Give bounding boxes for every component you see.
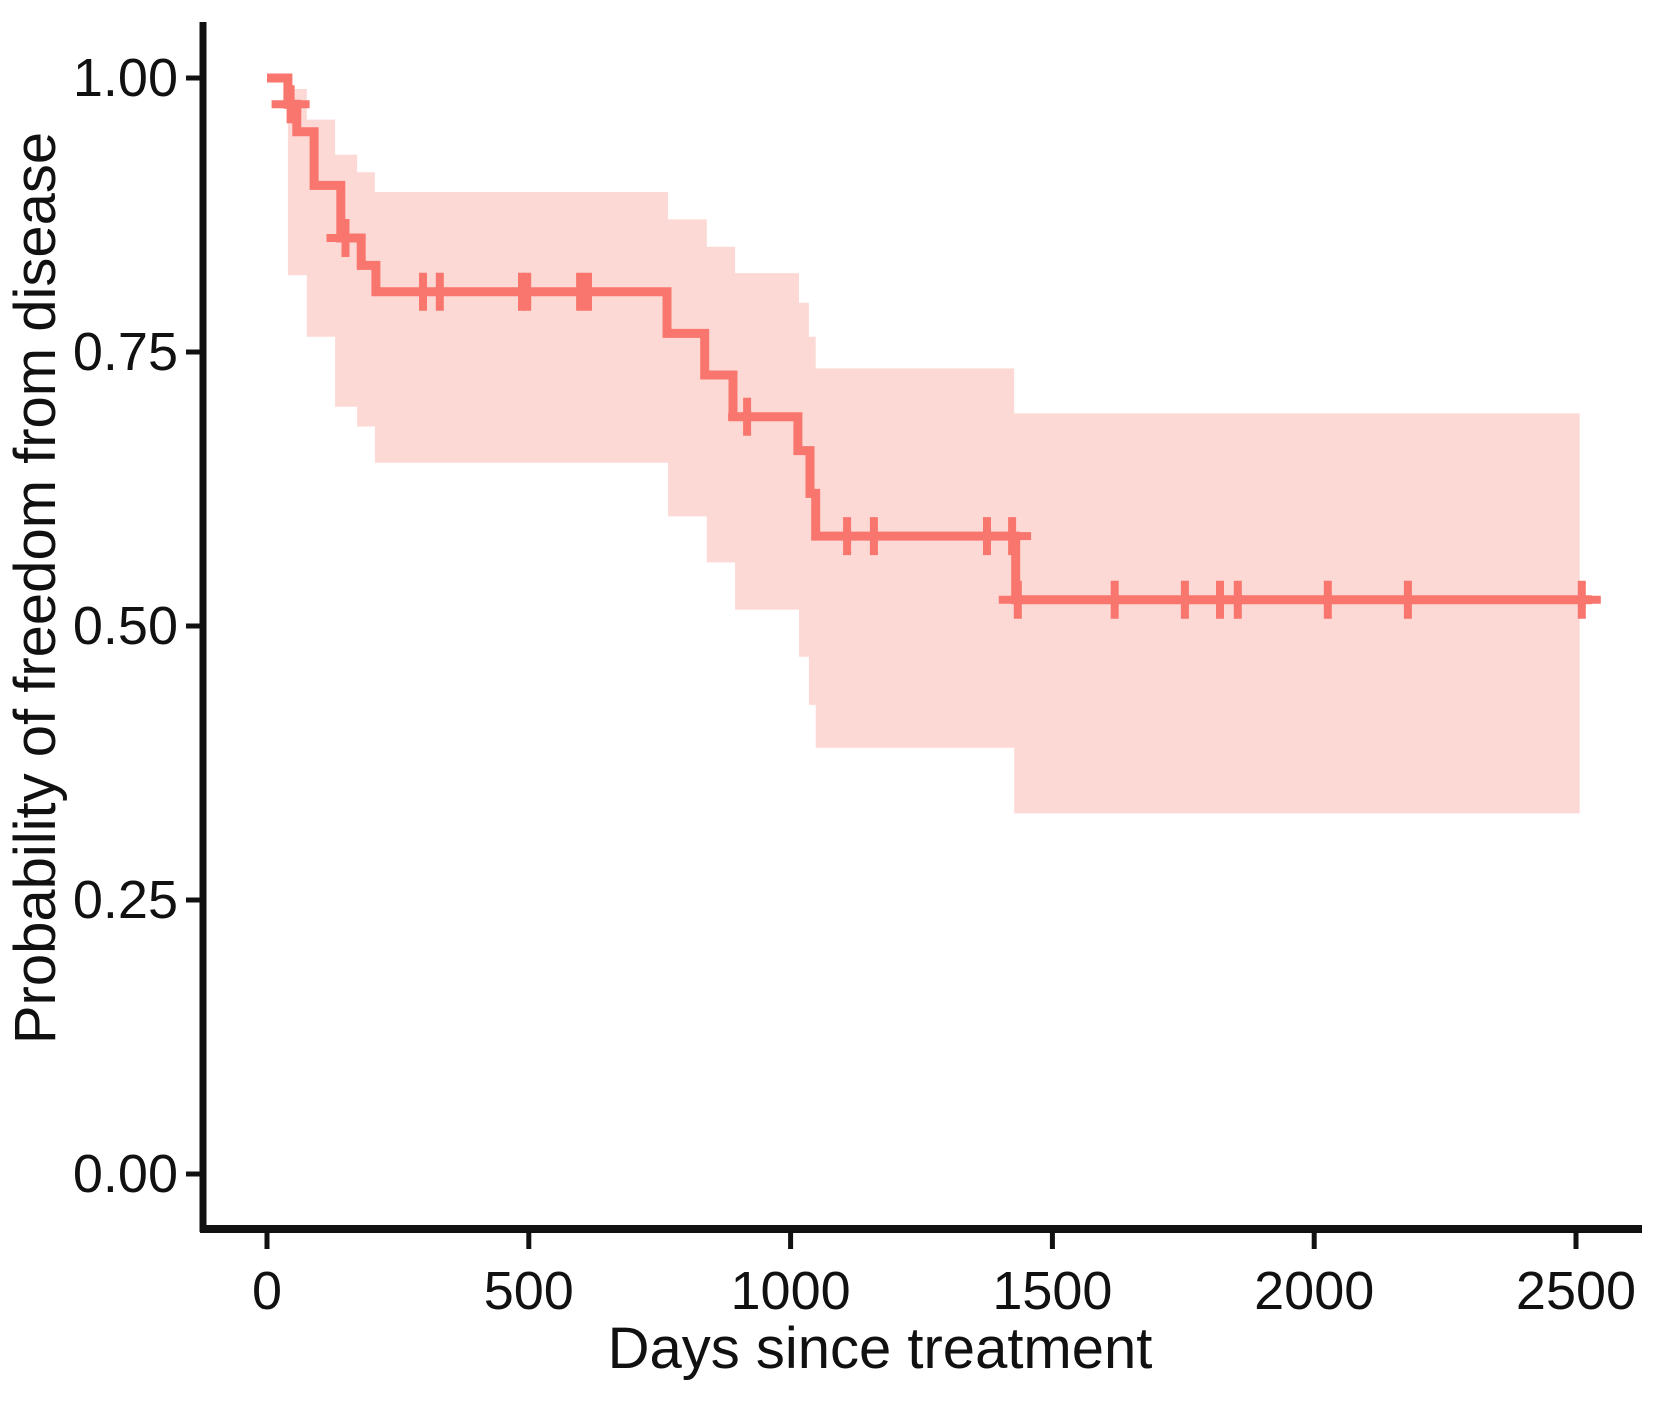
censor-mark bbox=[508, 272, 547, 311]
confidence-interval-band bbox=[287, 89, 1580, 814]
censor-mark bbox=[1165, 580, 1204, 619]
censor-mark bbox=[1388, 580, 1427, 619]
y-tick-label: 0.00 bbox=[73, 1144, 178, 1204]
y-tick-label: 0.50 bbox=[73, 596, 178, 656]
x-tick-label: 2500 bbox=[1516, 1261, 1636, 1321]
censor-mark bbox=[569, 272, 607, 311]
y-tick-label: 0.25 bbox=[73, 870, 178, 930]
censor-mark bbox=[271, 85, 310, 124]
x-tick-label: 2000 bbox=[1254, 1261, 1374, 1321]
y-axis-ticks: 0.00 0.25 0.50 0.75 1.00 bbox=[73, 48, 203, 1204]
censor-mark bbox=[1095, 580, 1134, 619]
x-axis-ticks: 0 500 1000 1500 2000 2500 bbox=[252, 1229, 1636, 1321]
censor-mark bbox=[1308, 580, 1347, 619]
censor-mark bbox=[854, 517, 893, 556]
survival-step-line bbox=[267, 73, 1592, 605]
censor-mark bbox=[326, 219, 365, 257]
censor-mark bbox=[998, 580, 1037, 619]
x-tick-label: 500 bbox=[484, 1261, 574, 1321]
censor-mark bbox=[728, 397, 767, 436]
censor-mark bbox=[1562, 580, 1601, 619]
censor-mark bbox=[1218, 580, 1257, 619]
x-axis-title: Days since treatment bbox=[608, 1316, 1153, 1381]
censor-mark bbox=[420, 272, 459, 311]
x-tick-label: 1000 bbox=[731, 1261, 851, 1321]
x-tick-label: 1500 bbox=[992, 1261, 1112, 1321]
y-axis-title: Probability of freedom from disease bbox=[3, 132, 68, 1044]
censor-mark bbox=[993, 517, 1032, 556]
censor-marks bbox=[271, 85, 1601, 619]
y-tick-label: 1.00 bbox=[73, 48, 178, 108]
x-tick-label: 0 bbox=[252, 1261, 282, 1321]
y-tick-label: 0.75 bbox=[73, 322, 178, 382]
